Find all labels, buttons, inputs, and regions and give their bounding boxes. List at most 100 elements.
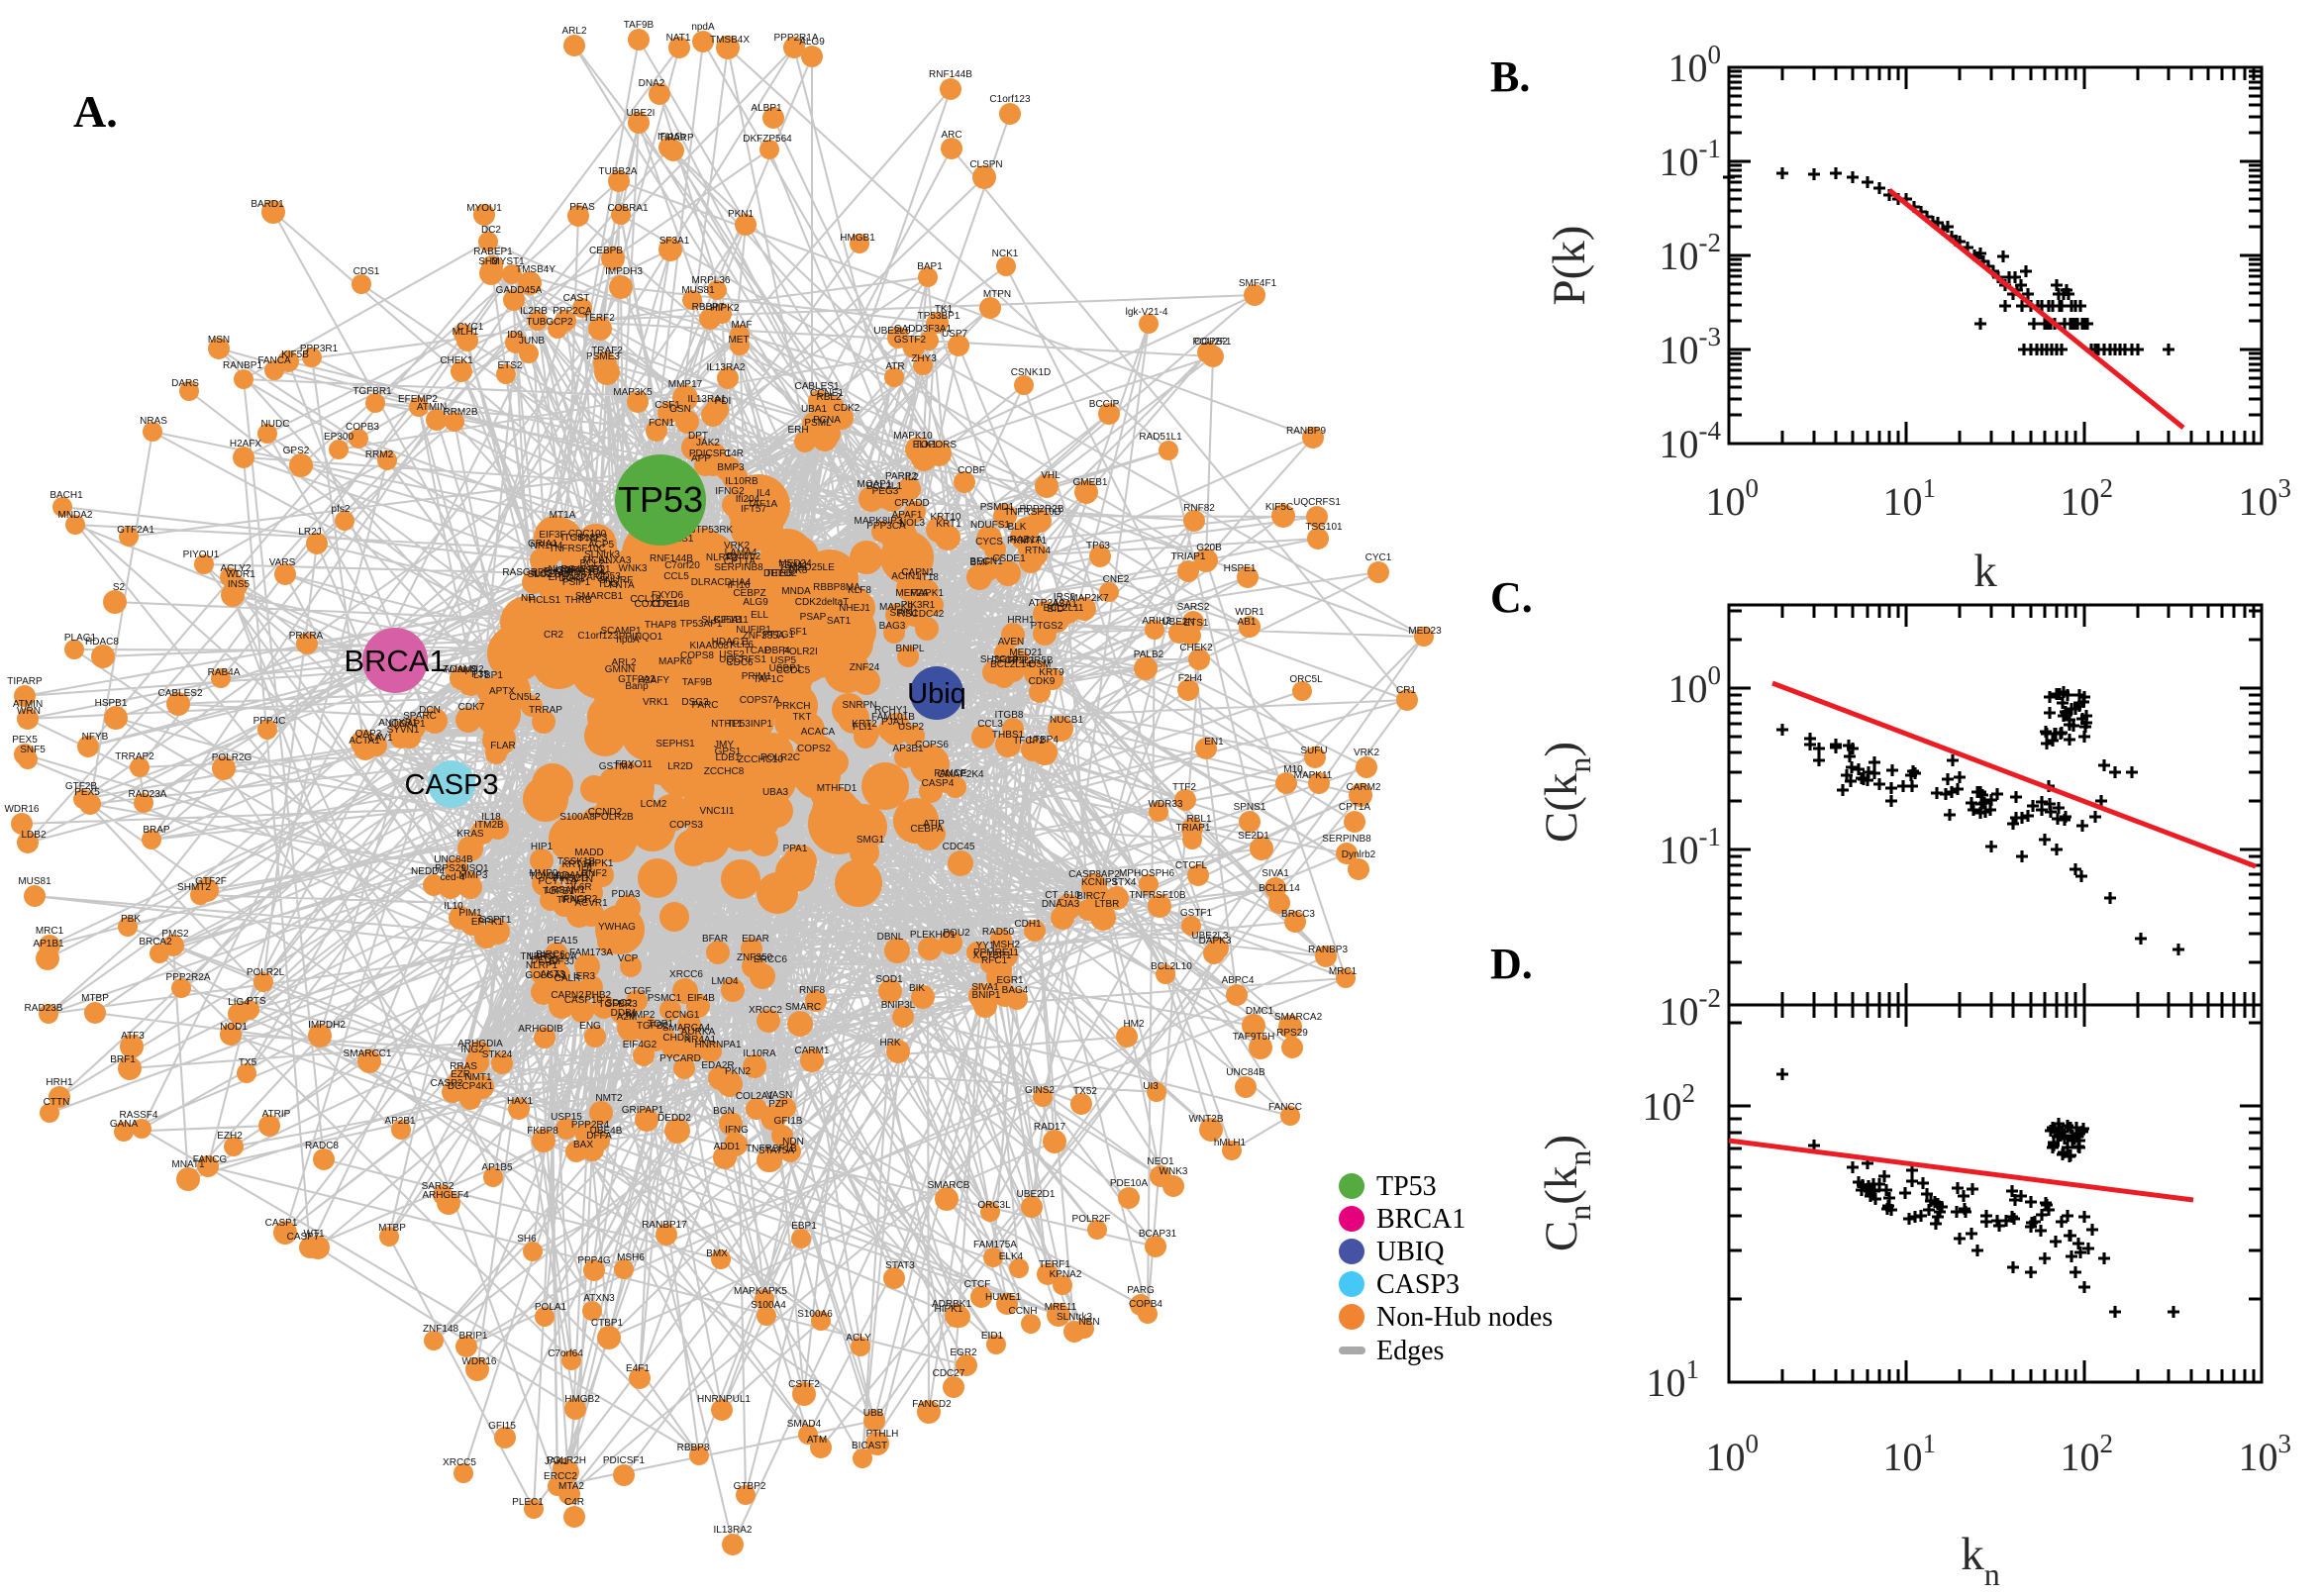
svg-text:ARL2: ARL2: [611, 657, 636, 668]
svg-text:UBE2I: UBE2I: [627, 108, 656, 119]
svg-text:TP53: TP53: [1376, 1171, 1437, 1202]
svg-text:CSF1: CSF1: [655, 400, 680, 411]
svg-text:CASP4: CASP4: [922, 778, 955, 789]
svg-text:DFFA: DFFA: [586, 1131, 612, 1142]
svg-text:D.: D.: [1490, 940, 1533, 988]
svg-text:CDC14B: CDC14B: [651, 599, 690, 610]
svg-text:MMP3: MMP3: [459, 870, 488, 881]
svg-text:SPIN1: SPIN1: [890, 608, 919, 619]
svg-text:GTBP2: GTBP2: [734, 1481, 766, 1492]
svg-text:LDB1: LDB1: [715, 752, 740, 763]
svg-text:BIK: BIK: [909, 983, 925, 994]
svg-text:GSTF2: GSTF2: [894, 335, 927, 346]
svg-text:NUCB1: NUCB1: [1050, 715, 1083, 726]
svg-text:NP: NP: [521, 593, 535, 604]
svg-text:BRF1: BRF1: [110, 1054, 136, 1065]
svg-text:ARHGDIB: ARHGDIB: [518, 1024, 563, 1035]
svg-text:FANCD2: FANCD2: [912, 1399, 952, 1410]
svg-text:TOMM20: TOMM20: [529, 871, 570, 882]
svg-text:JAK1: JAK1: [545, 1456, 568, 1467]
svg-text:C.: C.: [1490, 573, 1533, 622]
svg-text:ERH: ERH: [787, 425, 808, 436]
svg-text:NLRP1: NLRP1: [526, 960, 558, 971]
svg-text:RAD50: RAD50: [982, 927, 1015, 938]
svg-text:PPP3R1: PPP3R1: [300, 344, 339, 354]
svg-text:NR1H4: NR1H4: [531, 541, 563, 551]
svg-text:CTCFL: CTCFL: [1175, 860, 1208, 871]
svg-text:ACLY: ACLY: [846, 1333, 871, 1344]
svg-text:TRIAP1: TRIAP1: [1170, 551, 1205, 562]
svg-text:BCCIP: BCCIP: [1089, 399, 1120, 410]
svg-text:EBP1: EBP1: [791, 1221, 817, 1232]
svg-text:MAPK1: MAPK1: [910, 588, 944, 599]
svg-text:PFAS: PFAS: [569, 202, 595, 213]
svg-text:EGR2: EGR2: [950, 1347, 977, 1358]
svg-text:MLH1: MLH1: [453, 327, 479, 338]
svg-text:Edges: Edges: [1376, 1336, 1444, 1366]
svg-text:ANTXR1: ANTXR1: [378, 718, 418, 729]
svg-text:ID9: ID9: [507, 330, 523, 341]
svg-text:UBE2L3: UBE2L3: [1191, 931, 1229, 942]
svg-text:103: 103: [2239, 1429, 2292, 1479]
svg-text:IFNG2: IFNG2: [715, 486, 745, 497]
svg-text:PPP4C: PPP4C: [253, 716, 286, 727]
svg-text:HNRNPUL1: HNRNPUL1: [697, 1394, 751, 1405]
svg-text:VRK2: VRK2: [1354, 748, 1380, 758]
svg-text:HRK: HRK: [879, 1038, 900, 1048]
svg-text:COBF: COBF: [958, 465, 985, 476]
svg-text:BLK: BLK: [1008, 522, 1027, 533]
svg-text:RAD23A: RAD23A: [129, 789, 167, 800]
svg-text:PIAS4: PIAS4: [544, 566, 572, 577]
svg-text:MAPKAPK5: MAPKAPK5: [734, 1286, 787, 1297]
svg-text:FANCE: FANCE: [934, 768, 967, 779]
svg-text:GTF2A1: GTF2A1: [117, 525, 154, 536]
svg-text:GADD45A: GADD45A: [496, 285, 543, 296]
svg-text:FLAR: FLAR: [490, 741, 516, 751]
svg-text:IL2RB: IL2RB: [520, 306, 548, 317]
svg-text:CR1: CR1: [1396, 685, 1416, 696]
svg-text:RPS29: RPS29: [435, 863, 466, 874]
svg-text:CTTN: CTTN: [44, 1097, 70, 1108]
svg-text:GFI1B: GFI1B: [774, 1116, 803, 1127]
svg-text:FANCA: FANCA: [257, 355, 291, 366]
svg-text:TNFRSF10B: TNFRSF10B: [1129, 890, 1186, 901]
svg-text:SUFU: SUFU: [1300, 746, 1327, 756]
svg-text:TNFRSF1B: TNFRSF1B: [746, 1144, 797, 1154]
svg-text:Ubiq: Ubiq: [907, 678, 966, 710]
svg-text:SPARC: SPARC: [403, 711, 437, 722]
svg-text:TRIAP1: TRIAP1: [1175, 823, 1210, 834]
svg-text:LRSAM1: LRSAM1: [546, 885, 585, 896]
svg-text:PKN2: PKN2: [725, 1066, 752, 1077]
svg-text:POLR2F: POLR2F: [1072, 1214, 1111, 1225]
svg-text:ITGB18P3: ITGB18P3: [561, 533, 608, 544]
svg-text:DSG3: DSG3: [681, 697, 709, 708]
svg-text:USBP1: USBP1: [769, 663, 802, 674]
svg-text:CAV1: CAV1: [367, 733, 393, 744]
svg-text:COX17E1: COX17E1: [634, 599, 678, 610]
svg-text:WDR1: WDR1: [226, 569, 255, 580]
svg-text:UBA1: UBA1: [801, 404, 828, 415]
svg-text:CAST: CAST: [563, 293, 590, 304]
svg-text:LMO4: LMO4: [711, 976, 739, 987]
svg-text:TAF1A: TAF1A: [748, 499, 778, 510]
svg-text:TAF9T5H: TAF9T5H: [1233, 1032, 1275, 1043]
svg-text:ATMIN: ATMIN: [417, 402, 447, 413]
svg-text:C4R: C4R: [724, 449, 744, 459]
svg-text:RBBP7: RBBP7: [692, 302, 725, 313]
svg-text:IQGAP1: IQGAP1: [388, 719, 426, 730]
svg-text:IL6: IL6: [578, 863, 592, 874]
svg-text:CCL18: CCL18: [630, 594, 661, 605]
svg-text:CCNG1: CCNG1: [664, 1010, 699, 1021]
svg-text:SOD1: SOD1: [875, 974, 903, 985]
svg-text:THRB: THRB: [564, 595, 592, 606]
svg-text:RABEP1: RABEP1: [473, 247, 513, 257]
svg-text:LTBP1: LTBP1: [473, 670, 503, 681]
svg-text:MAF: MAF: [731, 320, 752, 331]
svg-text:MYOU1: MYOU1: [466, 203, 502, 214]
svg-text:TKT: TKT: [793, 712, 812, 723]
svg-text:TRAF1: TRAF1: [556, 895, 588, 906]
svg-text:SMARCA4: SMARCA4: [662, 1023, 711, 1034]
svg-text:RASSF4: RASSF4: [120, 1110, 158, 1121]
svg-text:SLC27A6: SLC27A6: [528, 569, 570, 580]
svg-text:EIF4B: EIF4B: [687, 993, 715, 1004]
